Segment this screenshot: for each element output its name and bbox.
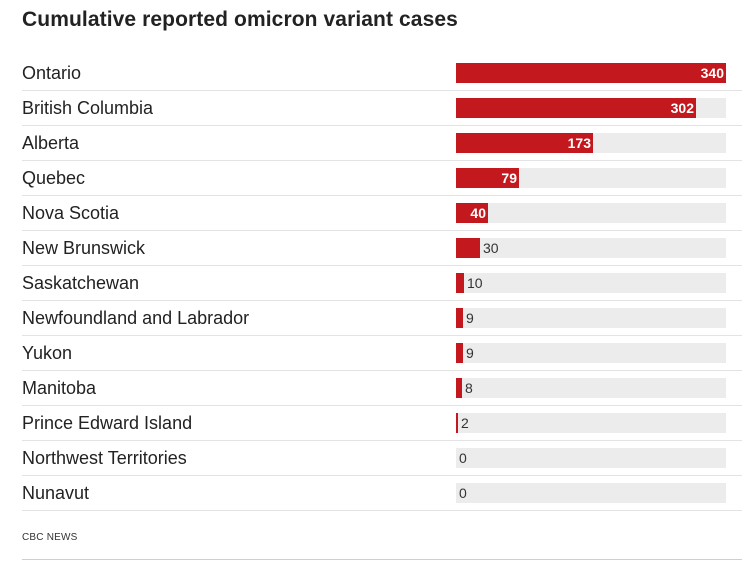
category-label: Northwest Territories — [22, 448, 187, 468]
bar — [456, 308, 463, 328]
category-label: New Brunswick — [22, 238, 146, 258]
footer-divider — [22, 559, 742, 560]
data-label: 0 — [459, 485, 467, 501]
bar-track: 173 — [456, 133, 726, 153]
chart-row: Quebec 79 — [22, 161, 742, 196]
chart-row: New Brunswick 30 — [22, 231, 742, 266]
bar — [456, 98, 696, 118]
chart-row: Nunavut 0 — [22, 476, 742, 511]
category-label: Alberta — [22, 133, 80, 153]
data-label: 8 — [465, 380, 473, 396]
data-label: 340 — [700, 65, 724, 81]
data-label: 30 — [483, 240, 499, 256]
chart-title: Cumulative reported omicron variant case… — [22, 8, 458, 31]
category-label: Ontario — [22, 63, 82, 83]
chart-row: Nova Scotia 40 — [22, 196, 742, 231]
category-label: Nunavut — [22, 483, 90, 503]
data-label: 40 — [470, 205, 486, 221]
bar — [456, 168, 519, 188]
category-label: British Columbia — [22, 98, 154, 118]
bar-track: 40 — [456, 203, 726, 223]
bar — [456, 273, 464, 293]
bar-track: 9 — [456, 343, 726, 363]
data-label: 302 — [670, 100, 694, 116]
bar-track: 2 — [456, 413, 726, 433]
bar — [456, 378, 462, 398]
chart-row: Alberta 173 — [22, 126, 742, 161]
bar-chart: Ontario 340 British Columbia 302 Alberta 173 Q… — [22, 56, 742, 511]
data-label: 10 — [467, 275, 483, 291]
data-label: 0 — [459, 450, 467, 466]
category-label: Prince Edward Island — [22, 413, 193, 433]
category-label: Saskatchewan — [22, 273, 140, 293]
source-credit: CBC NEWS — [22, 532, 78, 543]
bar-track: 340 — [456, 63, 726, 83]
bar — [456, 343, 463, 363]
chart-row: Ontario 340 — [22, 56, 742, 91]
chart-row: Prince Edward Island 2 — [22, 406, 742, 441]
bar-track: 30 — [456, 238, 726, 258]
category-label: Newfoundland and Labrador — [22, 308, 250, 328]
bar-track: 0 — [456, 448, 726, 468]
bar-track: 0 — [456, 483, 726, 503]
chart-row: Northwest Territories 0 — [22, 441, 742, 476]
category-label: Nova Scotia — [22, 203, 120, 223]
bar-track: 10 — [456, 273, 726, 293]
bar — [456, 413, 458, 433]
bar-track: 8 — [456, 378, 726, 398]
bar — [456, 133, 593, 153]
chart-row: Yukon 9 — [22, 336, 742, 371]
data-label: 2 — [461, 415, 469, 431]
chart-row: British Columbia 302 — [22, 91, 742, 126]
data-label: 79 — [501, 170, 517, 186]
category-label: Manitoba — [22, 378, 97, 398]
bar-track: 79 — [456, 168, 726, 188]
chart-row: Manitoba 8 — [22, 371, 742, 406]
chart-row: Newfoundland and Labrador 9 — [22, 301, 742, 336]
bar — [456, 63, 726, 83]
bar-track: 9 — [456, 308, 726, 328]
bar — [456, 238, 480, 258]
category-label: Quebec — [22, 168, 86, 188]
data-label: 9 — [466, 310, 474, 326]
bar — [456, 203, 488, 223]
chart-row: Saskatchewan 10 — [22, 266, 742, 301]
category-label: Yukon — [22, 343, 73, 363]
bar-track: 302 — [456, 98, 726, 118]
data-label: 9 — [466, 345, 474, 361]
data-label: 173 — [567, 135, 591, 151]
